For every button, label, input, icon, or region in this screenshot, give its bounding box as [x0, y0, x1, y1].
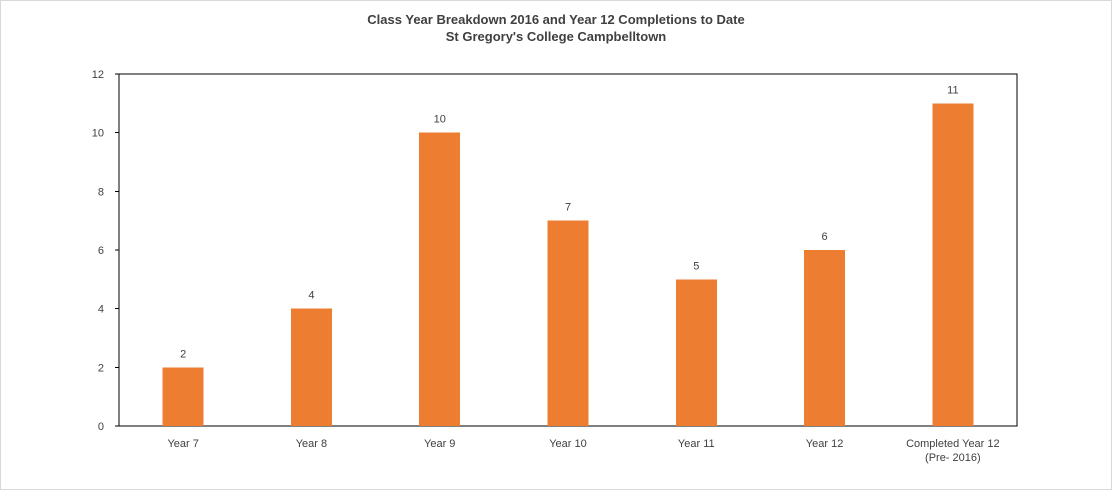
x-tick-label: Year 11 [678, 438, 715, 450]
y-tick-label: 4 [98, 304, 104, 316]
x-tick-label: Year 7 [167, 438, 198, 450]
y-tick-label: 12 [92, 69, 104, 81]
data-label: 6 [822, 231, 828, 243]
data-label: 4 [308, 290, 314, 302]
chart-subtitle: St Gregory's College Campbelltown [445, 29, 667, 44]
bar [162, 367, 204, 426]
y-tick-label: 0 [98, 421, 104, 433]
data-label: 2 [180, 348, 186, 360]
bar [290, 308, 332, 426]
data-label: 5 [693, 260, 699, 272]
bars [162, 103, 974, 426]
x-tick-label: (Pre- 2016) [925, 452, 981, 464]
x-axis: Year 7 Year 8 Year 9 Year 10 Year 11 Year 12 C… [167, 438, 999, 464]
x-tick-label: Year 8 [296, 438, 327, 450]
bar [804, 250, 846, 426]
bar [675, 279, 717, 426]
y-tick-label: 6 [98, 245, 104, 257]
y-tick-label: 10 [92, 128, 104, 140]
bar [419, 132, 461, 426]
x-tick-label: Year 10 [549, 438, 587, 450]
data-labels: 2 4 10 7 5 6 11 [180, 84, 958, 360]
y-axis: 0 2 4 6 8 10 12 [92, 69, 119, 433]
x-tick-label: Year 12 [806, 438, 844, 450]
data-label: 7 [565, 202, 571, 214]
chart-title: Class Year Breakdown 2016 and Year 12 Co… [367, 12, 745, 27]
x-tick-label: Completed Year 12 [906, 438, 1000, 450]
data-label: 10 [434, 114, 446, 126]
x-tick-label: Year 9 [424, 438, 455, 450]
bar [932, 103, 974, 426]
y-tick-label: 2 [98, 362, 104, 374]
bar [547, 220, 589, 426]
y-tick-label: 8 [98, 186, 104, 198]
data-label: 11 [947, 84, 958, 96]
